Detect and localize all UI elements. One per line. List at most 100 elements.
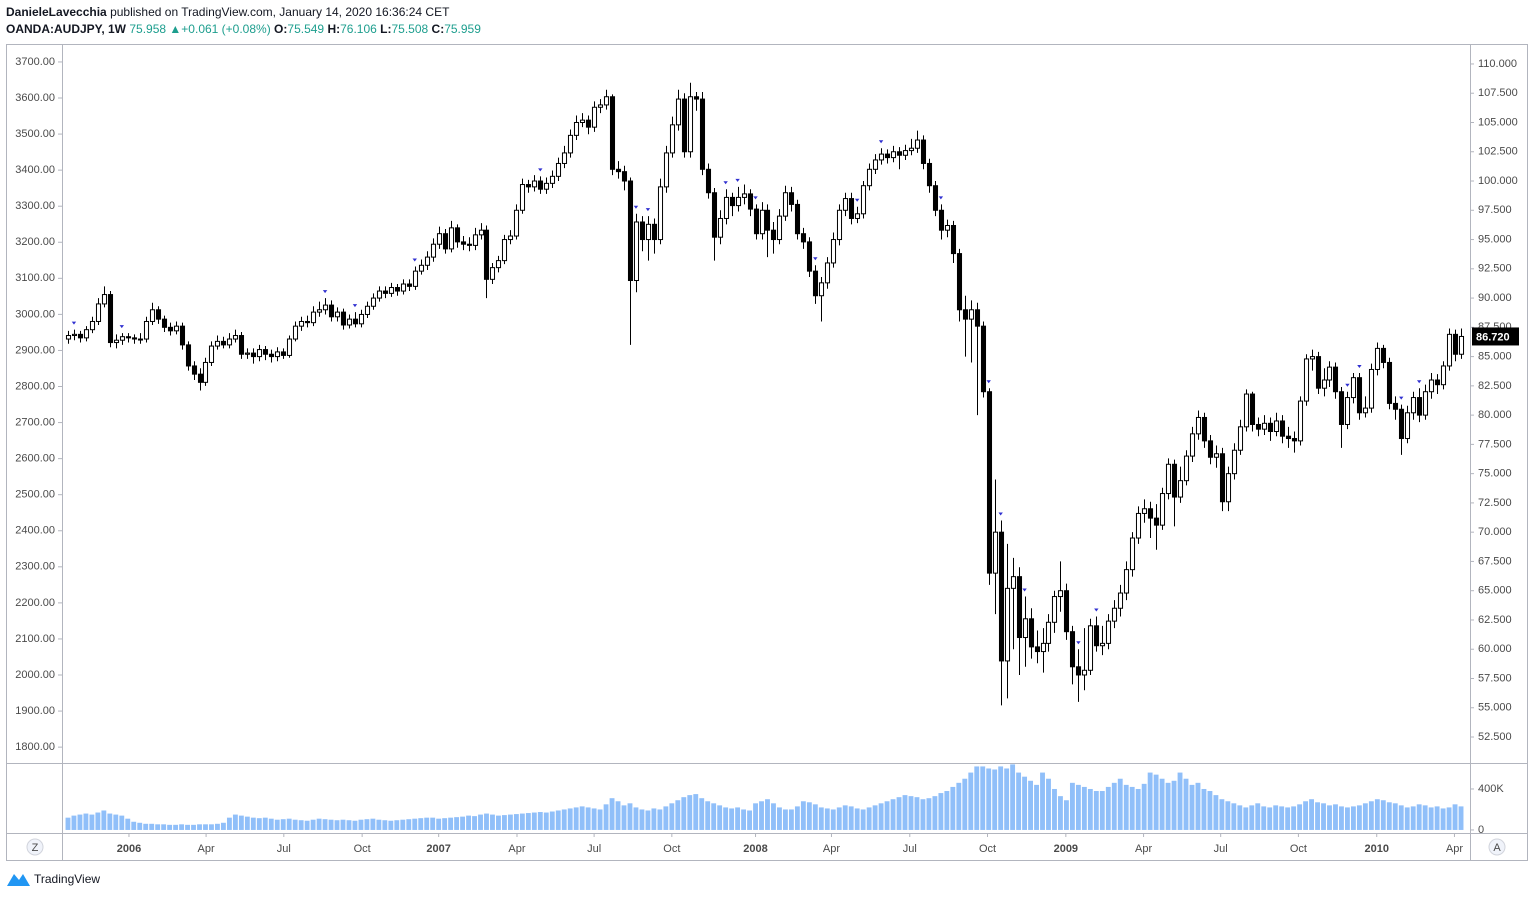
volume-bar [1129, 786, 1135, 830]
volume-bar [113, 814, 119, 830]
candle-body [466, 243, 473, 246]
z-button[interactable] [26, 838, 44, 856]
candle-body [1356, 377, 1363, 414]
candle-body [830, 239, 837, 264]
volume-bar [1219, 799, 1225, 830]
volume-bar [340, 819, 346, 830]
candle-body [1416, 397, 1423, 416]
candle-body [1105, 620, 1112, 644]
candle-body [687, 96, 694, 153]
volume-bar [1362, 803, 1368, 830]
volume-bar [980, 766, 986, 830]
candle-body [1141, 508, 1148, 514]
candle-body [1422, 391, 1429, 416]
volume-bar [1040, 772, 1045, 830]
candle-body [495, 260, 502, 269]
a-button-label[interactable]: A [1493, 842, 1501, 854]
volume-bar [513, 814, 519, 830]
volume-bar [250, 817, 256, 830]
volume-bar [1255, 803, 1261, 830]
volume-bar [1440, 808, 1446, 830]
volume-bar [274, 819, 280, 830]
candle-body [908, 147, 915, 152]
volume-bar [507, 814, 513, 830]
x-tick-label: Apr [198, 843, 215, 855]
volume-bar [1327, 805, 1332, 830]
candle-body [483, 229, 490, 280]
candle-body [388, 287, 395, 294]
candle-body [77, 333, 84, 339]
y-tick-label: 82.500 [1478, 380, 1512, 392]
signal-marker [854, 198, 860, 202]
candle-body [1458, 335, 1465, 355]
candle-body [1057, 590, 1064, 598]
volume-bar [519, 813, 525, 830]
candle-body [1350, 377, 1357, 399]
candle-body [956, 253, 963, 311]
candle-body [806, 241, 813, 272]
volume-bar [1458, 806, 1464, 830]
low: 75.508 [391, 22, 429, 36]
volume-bar [1165, 782, 1171, 830]
candle-body [1045, 621, 1052, 644]
candle-body [143, 320, 150, 340]
volume-bar [262, 817, 268, 830]
volume-bar [585, 807, 591, 830]
candle-body [238, 335, 245, 355]
signal-marker [352, 304, 358, 308]
volume-bar [926, 798, 932, 830]
volume-bar [418, 818, 424, 830]
a-button[interactable] [1488, 838, 1506, 856]
candle-body [1291, 438, 1298, 442]
published: published on TradingView.com, January 14… [110, 5, 450, 19]
volume-bar [478, 814, 483, 830]
volume-bar [1147, 772, 1153, 830]
volume-bar [657, 809, 663, 830]
volume-bar [1356, 805, 1362, 830]
candle-body [1380, 347, 1387, 363]
volume-bar [878, 803, 884, 830]
candle-body [669, 124, 676, 154]
candle-body [274, 351, 281, 358]
candle-body [1016, 576, 1023, 639]
candle-body [376, 290, 383, 299]
volume-bar [1237, 805, 1243, 830]
candle-body [1207, 440, 1214, 458]
volume-bar [1374, 799, 1380, 830]
volume-bar [203, 824, 208, 830]
candle-body [1386, 361, 1393, 404]
candle-body [310, 311, 317, 324]
candle-body [1267, 422, 1274, 433]
candle-body [442, 233, 449, 250]
x-tick-label: 2007 [426, 843, 450, 855]
candle-body [214, 340, 221, 347]
volume-bar [406, 819, 412, 830]
volume-bar [651, 808, 657, 830]
candle-body [962, 309, 969, 320]
candle-body [759, 209, 766, 235]
candle-body [693, 96, 700, 100]
volume-bar [454, 817, 460, 830]
volume-bar [597, 809, 603, 830]
volume-bar [77, 814, 83, 830]
volume-bar [226, 817, 232, 830]
candle-body [1285, 435, 1292, 440]
candle-body [161, 318, 168, 328]
volume-bar [567, 808, 573, 830]
candle-body [1189, 433, 1196, 457]
candle-body [788, 192, 795, 205]
volume-bar [1135, 788, 1141, 830]
volume-bar [609, 798, 615, 830]
candle-body [567, 134, 574, 154]
candle-body [292, 325, 299, 340]
signal-marker [813, 257, 818, 261]
candle-body [1410, 397, 1417, 414]
candle-body [507, 235, 514, 241]
volume-bar [334, 820, 340, 830]
candle-body [717, 217, 724, 238]
z-button-label[interactable]: Z [32, 842, 39, 854]
volume-bar [119, 815, 125, 830]
candle-body [412, 270, 419, 287]
volume-bar [238, 815, 244, 830]
candle-body [71, 333, 78, 337]
